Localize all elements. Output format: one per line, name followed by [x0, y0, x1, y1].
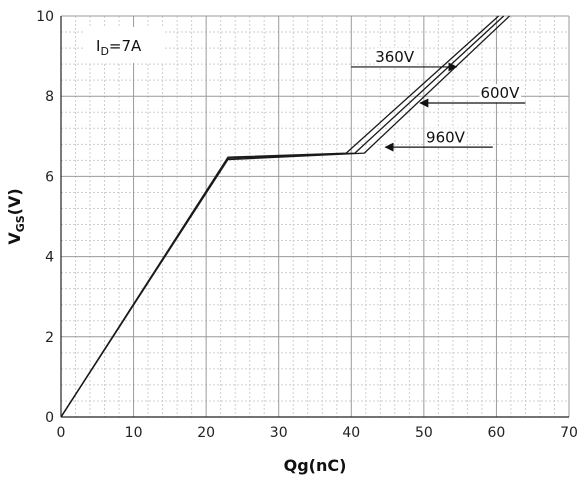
- series-line-360V: [60, 15, 500, 418]
- y-axis-title-sub: GS: [14, 215, 27, 232]
- x-tick-label: 60: [488, 425, 506, 441]
- x-tick-label: 30: [270, 425, 288, 441]
- x-tick-label: 50: [415, 425, 433, 441]
- series-line-600V: [60, 15, 505, 418]
- series-line-960V: [60, 15, 510, 418]
- annotation-label-960V: 960V: [426, 128, 466, 146]
- annotation-label-bg: [425, 128, 467, 147]
- condition-main: I: [96, 37, 100, 55]
- y-axis-title-main: V: [5, 232, 24, 245]
- x-tick-label: 70: [560, 425, 578, 441]
- y-tick-label: 4: [45, 250, 54, 266]
- x-tick-label: 0: [57, 425, 66, 441]
- annotation-label-bg: [374, 48, 416, 67]
- x-axis-title: Qg(nC): [284, 456, 347, 475]
- condition-sub: D: [100, 45, 108, 58]
- condition-label: ID=7A: [96, 37, 142, 58]
- annotation-label-600V: 600V: [480, 84, 520, 102]
- y-tick-label: 8: [45, 89, 54, 105]
- series-layer: [60, 15, 510, 418]
- annotation-label-bg: [479, 84, 522, 103]
- annotation-layer: 360V 600V 960V: [351, 48, 526, 152]
- x-tick-label: 10: [125, 425, 143, 441]
- grid-layer: [60, 15, 570, 418]
- condition-background: [84, 27, 164, 63]
- x-tick-label: 40: [342, 425, 360, 441]
- x-tick-label: 20: [197, 425, 215, 441]
- y-axis-title: VGS(V): [5, 188, 27, 244]
- condition-box: ID=7A: [84, 27, 164, 63]
- y-tick-label: 6: [45, 169, 54, 185]
- y-axis-title-unit: (V): [5, 188, 24, 215]
- y-tick-label: 0: [45, 410, 54, 426]
- annotation-label-360V: 360V: [375, 48, 415, 66]
- y-tick-label: 10: [36, 9, 54, 25]
- condition-rest: =7A: [109, 37, 142, 55]
- y-tick-label: 2: [45, 330, 54, 346]
- axes-layer: 0 10 20 30 40 50 60 70 0 2 4 6 8 10: [36, 9, 578, 441]
